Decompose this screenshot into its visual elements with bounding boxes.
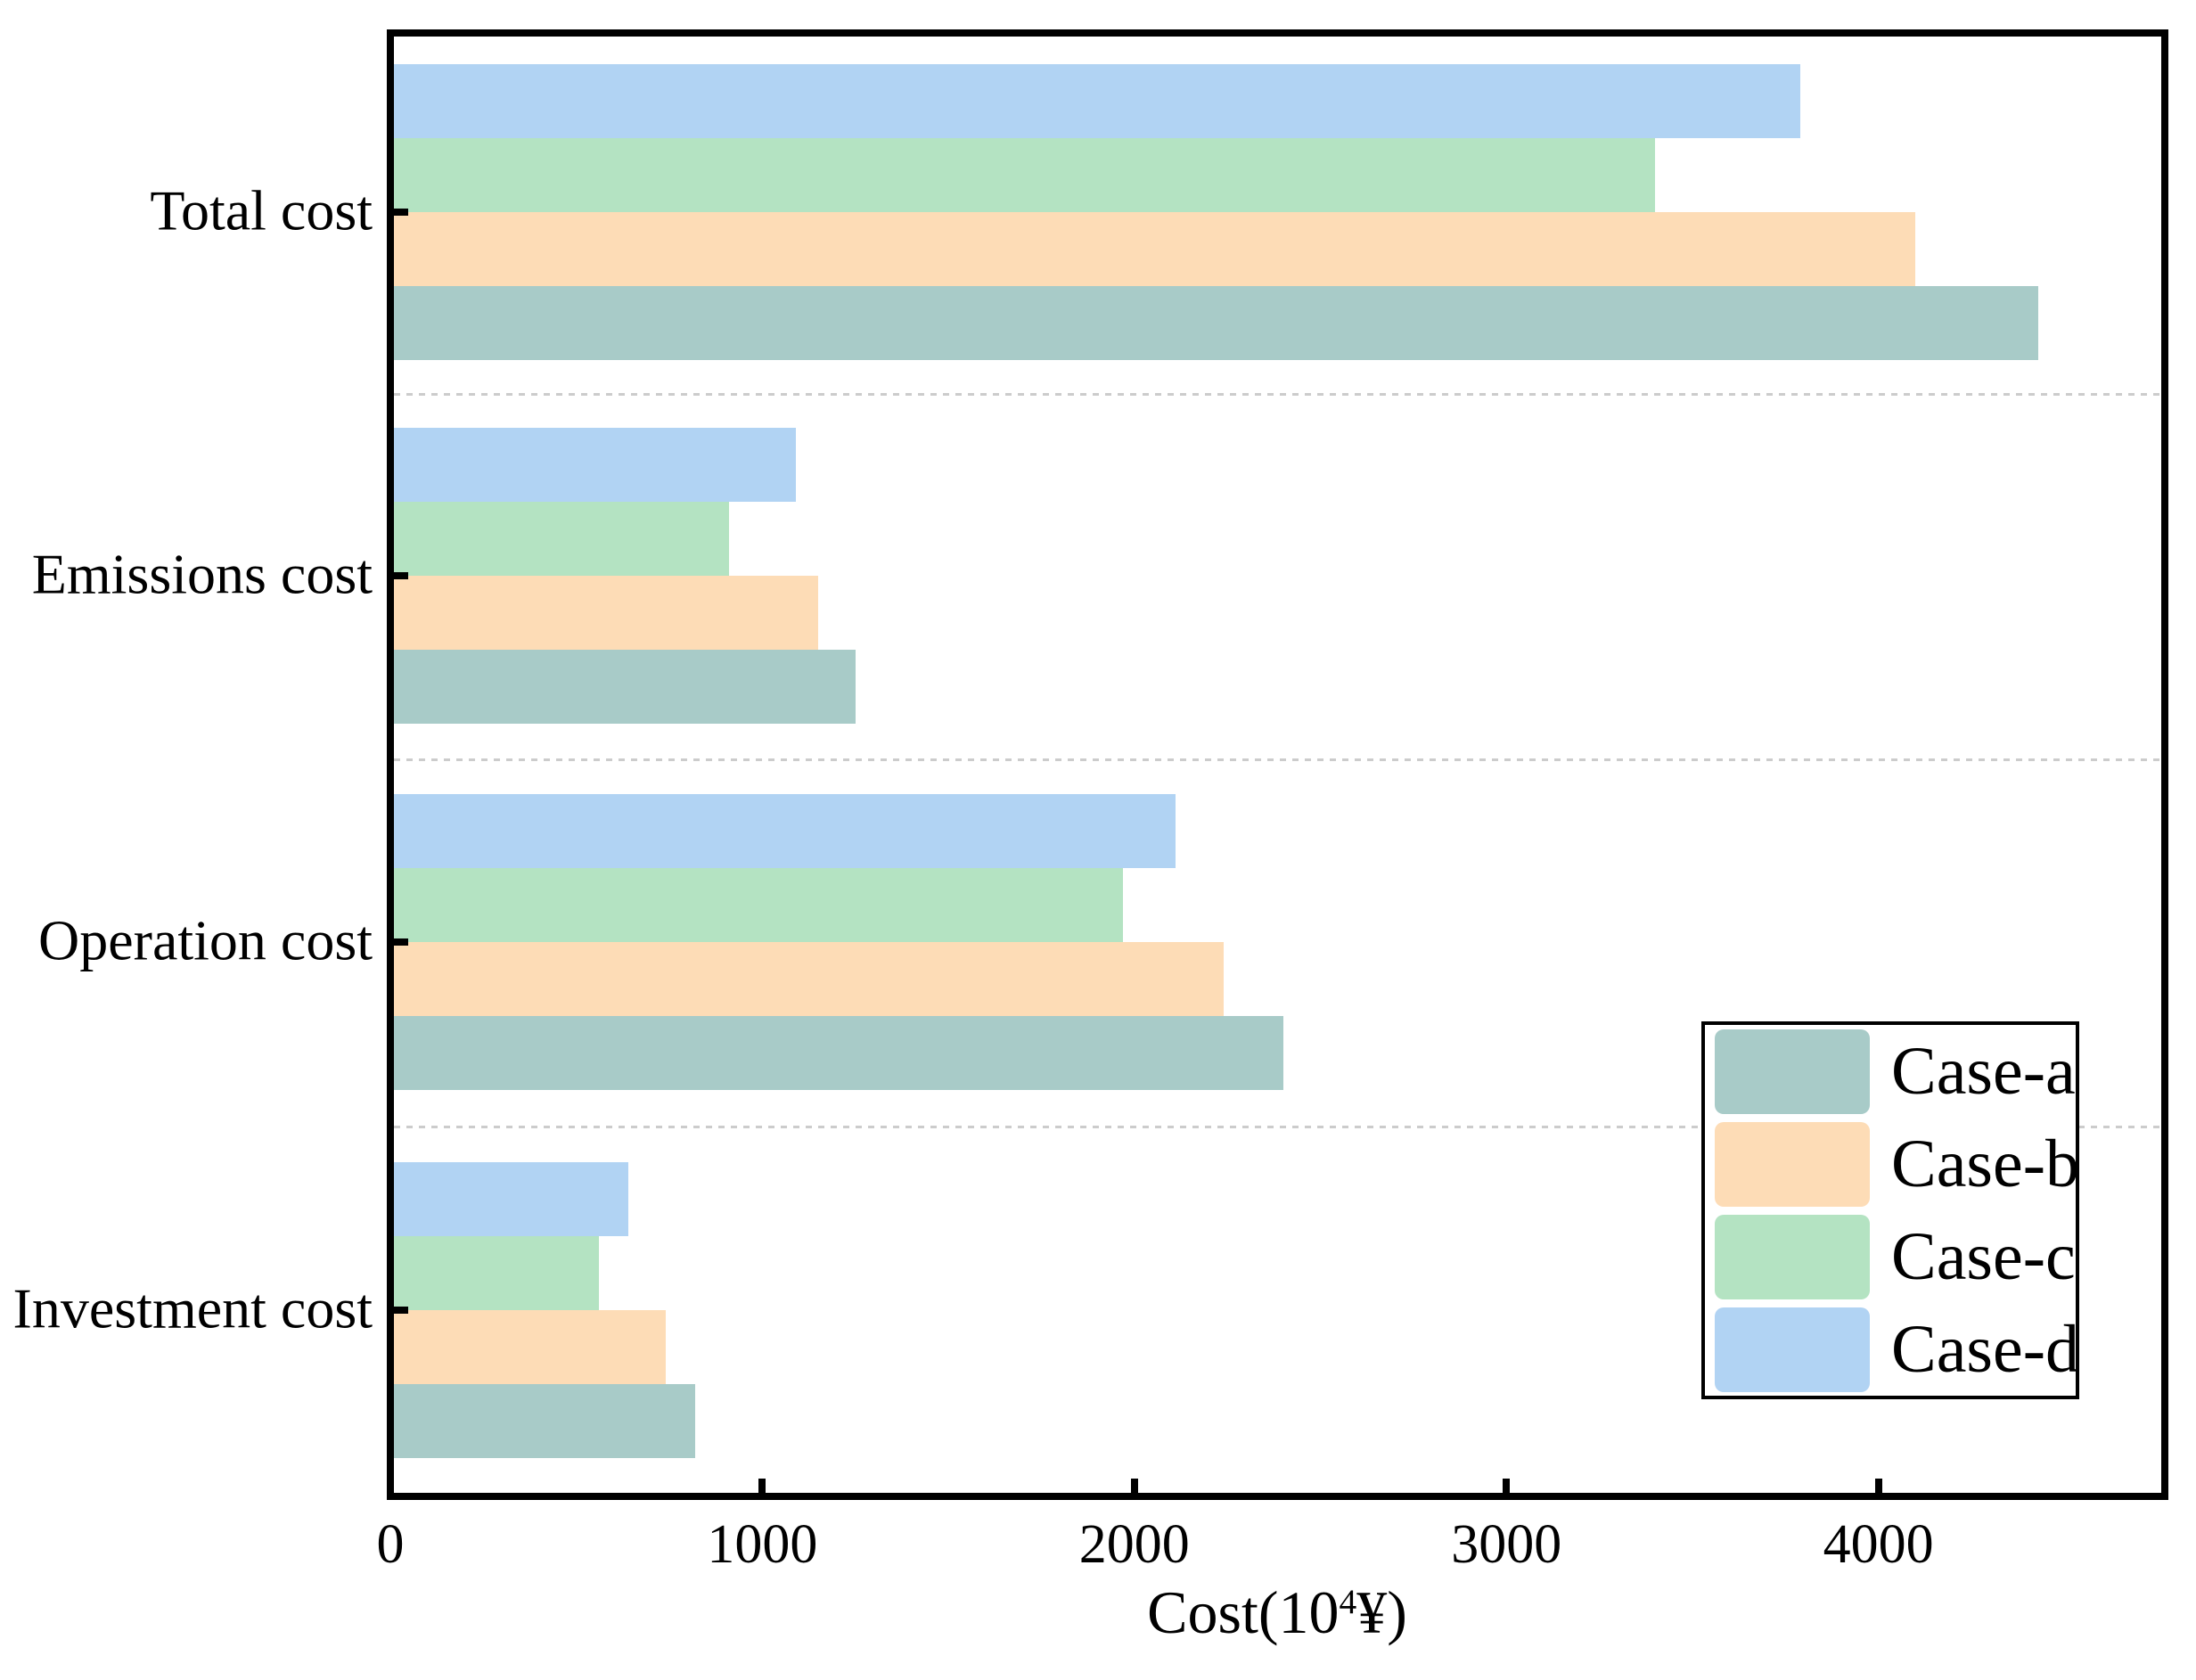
legend-swatch-case-b (1715, 1121, 1870, 1207)
bar-operation-cost-case-d (394, 794, 1176, 868)
y-label-operation-cost: Operation cost (38, 908, 373, 972)
legend-row-case-c: Case-c (1705, 1210, 2076, 1303)
bar-investment-cost-case-a (394, 1384, 695, 1458)
legend-swatch-case-c (1715, 1214, 1870, 1299)
legend-row-case-b: Case-b (1705, 1118, 2080, 1210)
bar-emissions-cost-case-c (394, 502, 729, 576)
y-tick-total-cost (394, 209, 408, 216)
x-axis-title-post: ¥) (1356, 1578, 1407, 1646)
bar-investment-cost-case-b (394, 1310, 666, 1384)
legend-label-case-c: Case-c (1891, 1219, 2076, 1294)
legend-row-case-d: Case-d (1705, 1303, 2080, 1396)
x-axis-title-superscript: 4 (1339, 1582, 1357, 1622)
bar-total-cost-case-b (394, 212, 1915, 286)
legend-swatch-case-a (1715, 1028, 1870, 1114)
x-tick-label-1000: 1000 (707, 1514, 818, 1575)
legend-row-case-a: Case-a (1705, 1025, 2076, 1118)
group-separator-line-3 (394, 1126, 2161, 1128)
bar-operation-cost-case-a (394, 1016, 1283, 1090)
x-axis-title: Cost(104¥) (1147, 1578, 1407, 1648)
bar-total-cost-case-d (394, 64, 1800, 138)
bar-total-cost-case-a (394, 286, 2038, 360)
x-axis-title-pre: Cost(10 (1147, 1578, 1340, 1646)
bar-investment-cost-case-d (394, 1162, 628, 1236)
y-label-emissions-cost: Emissions cost (31, 542, 373, 606)
y-tick-investment-cost (394, 1307, 408, 1314)
legend: Case-a Case-b Case-c Case-d (1701, 1021, 2079, 1399)
x-tick-2000 (1130, 1479, 1138, 1493)
group-separator-line-1 (394, 393, 2161, 396)
group-separator-line-2 (394, 758, 2161, 761)
x-tick-label-3000: 3000 (1451, 1514, 1562, 1575)
y-label-investment-cost: Investment cost (12, 1276, 373, 1340)
bar-total-cost-case-c (394, 138, 1655, 212)
x-tick-label-2000: 2000 (1078, 1514, 1190, 1575)
x-tick-3000 (1503, 1479, 1511, 1493)
y-tick-operation-cost (394, 938, 408, 946)
legend-label-case-d: Case-d (1891, 1312, 2080, 1387)
bar-emissions-cost-case-a (394, 650, 856, 724)
x-tick-label-4000: 4000 (1823, 1514, 1934, 1575)
x-tick-4000 (1874, 1479, 1882, 1493)
bar-operation-cost-case-b (394, 942, 1224, 1016)
legend-label-case-b: Case-b (1891, 1127, 2080, 1201)
x-tick-label-0: 0 (376, 1514, 405, 1575)
x-tick-0 (387, 1479, 394, 1493)
y-tick-emissions-cost (394, 572, 408, 579)
bar-emissions-cost-case-d (394, 428, 796, 502)
bar-emissions-cost-case-b (394, 576, 818, 650)
legend-label-case-a: Case-a (1891, 1034, 2076, 1109)
y-label-total-cost: Total cost (150, 178, 373, 242)
bar-investment-cost-case-c (394, 1236, 599, 1310)
legend-swatch-case-d (1715, 1307, 1870, 1392)
bar-operation-cost-case-c (394, 868, 1123, 942)
x-tick-1000 (758, 1479, 766, 1493)
